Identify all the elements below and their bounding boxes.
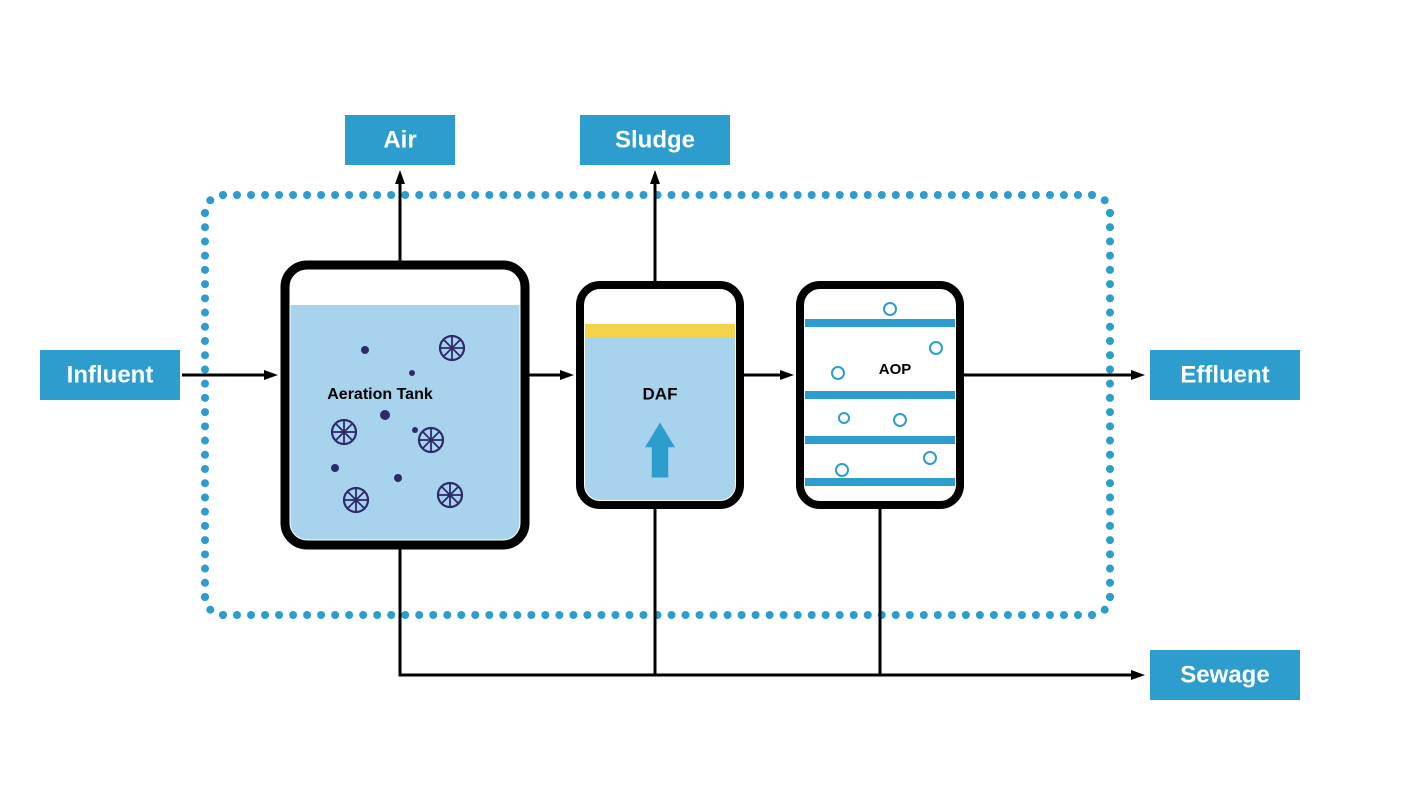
label-effluent: Effluent	[1150, 350, 1300, 400]
particle-wheel	[332, 420, 356, 444]
aop-tank: AOP	[800, 285, 960, 505]
aeration-tank: Aeration Tank	[285, 265, 525, 545]
particle-dot	[380, 410, 390, 420]
label-influent-text: Influent	[67, 361, 154, 388]
label-air-text: Air	[383, 126, 416, 153]
label-sludge: Sludge	[580, 115, 730, 165]
particle-dot	[409, 370, 415, 376]
particle-dot	[331, 464, 339, 472]
daf-tank: DAF	[580, 285, 740, 505]
label-effluent-text: Effluent	[1180, 361, 1269, 388]
particle-wheel	[440, 336, 464, 360]
particle-dot	[394, 474, 402, 482]
label-sewage-text: Sewage	[1180, 661, 1269, 688]
aeration-tank-label: Aeration Tank	[327, 386, 433, 403]
label-influent: Influent	[40, 350, 180, 400]
label-air: Air	[345, 115, 455, 165]
label-sewage: Sewage	[1150, 650, 1300, 700]
particle-wheel	[344, 488, 368, 512]
process-flow-diagram: Influent Air Sludge Effluent Sewage Aeration …	[0, 0, 1421, 797]
particle-dot	[412, 427, 418, 433]
particle-wheel	[419, 428, 443, 452]
aop-tank-label: AOP	[879, 361, 912, 378]
particle-wheel	[438, 483, 462, 507]
daf-tank-label: DAF	[643, 384, 678, 403]
particle-dot	[361, 346, 369, 354]
label-sludge-text: Sludge	[615, 126, 695, 153]
